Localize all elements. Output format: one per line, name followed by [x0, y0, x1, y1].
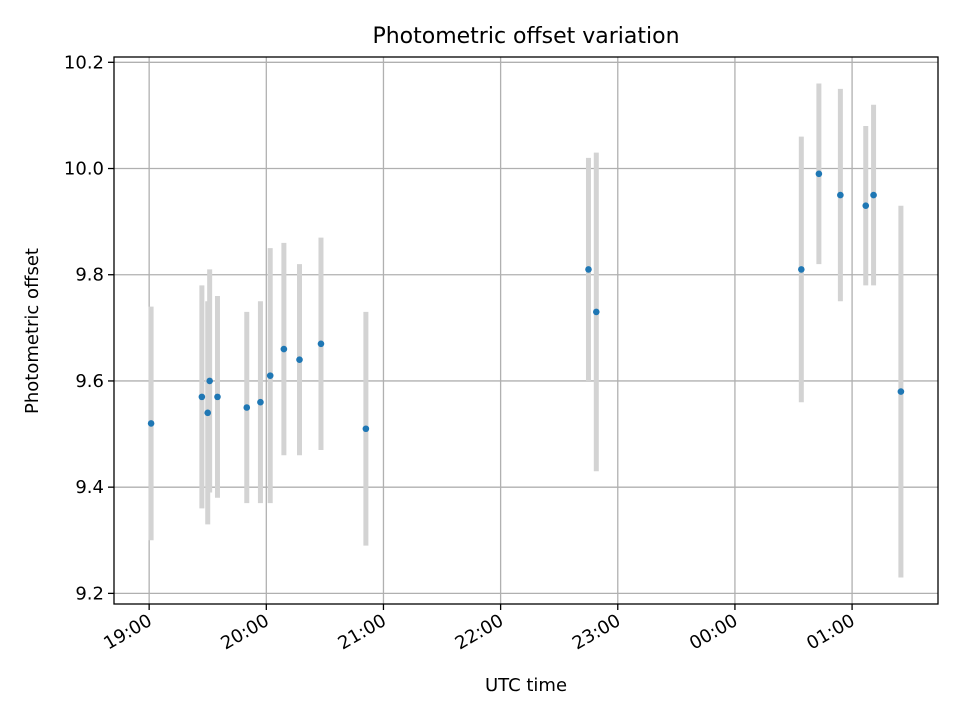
y-axis-label: Photometric offset [22, 248, 43, 414]
y-tick-label: 9.8 [75, 265, 104, 286]
data-point [204, 409, 212, 417]
y-tick-label: 9.4 [75, 477, 104, 498]
data-point [362, 425, 370, 433]
data-point [317, 340, 325, 348]
data-point [862, 202, 870, 209]
data-point [266, 372, 274, 379]
data-point [147, 420, 155, 427]
data-point [296, 356, 303, 364]
chart-title: Photometric offset variation [372, 24, 679, 49]
data-point [815, 170, 823, 178]
plot-frame [113, 56, 939, 605]
y-tick-label: 10.2 [64, 52, 104, 73]
y-tick-label: 9.2 [75, 583, 104, 604]
data-point [198, 393, 206, 401]
data-point [592, 308, 600, 316]
x-axis-label: UTC time [485, 675, 567, 696]
data-point [585, 266, 592, 273]
data-point [280, 345, 288, 353]
data-point [206, 377, 213, 385]
data-point [897, 388, 905, 395]
data-point [243, 404, 251, 411]
y-tick-label: 9.6 [75, 371, 104, 392]
data-point [214, 393, 221, 401]
point-layer [147, 170, 905, 433]
data-point [257, 398, 264, 406]
data-point [798, 266, 805, 273]
data-point [870, 191, 877, 199]
data-point [837, 191, 844, 199]
y-tick-label: 10.0 [64, 159, 104, 180]
y-tick-layer: 9.2 9.4 9.6 9.8 10.0 10.2 [64, 52, 114, 604]
